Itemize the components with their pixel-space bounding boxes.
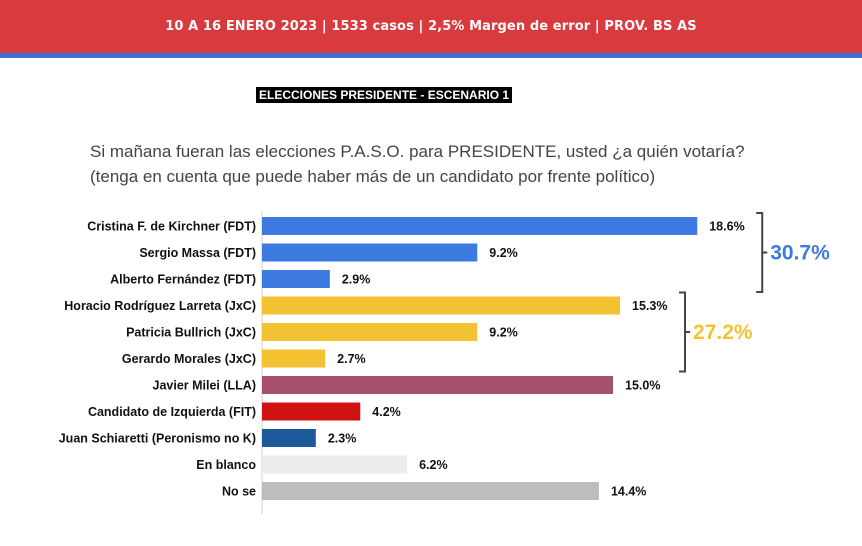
bar (262, 402, 361, 421)
category-label: Horacio Rodríguez Larreta (JxC) (64, 299, 256, 313)
value-label: 9.2% (489, 326, 518, 340)
category-label: No se (222, 485, 256, 499)
bar (262, 455, 408, 474)
value-label: 15.3% (632, 299, 667, 313)
bar (262, 270, 330, 288)
survey-info: 10 A 16 ENERO 2023 | 1533 casos | 2,5% M… (165, 19, 697, 34)
question-line-2: (tenga en cuenta que puede haber más de … (90, 167, 656, 186)
category-label: Cristina F. de Kirchner (FDT) (87, 220, 256, 234)
category-label: Patricia Bullrich (JxC) (126, 326, 256, 340)
value-label: 6.2% (419, 458, 448, 472)
value-label: 2.9% (342, 273, 371, 287)
value-label: 14.4% (611, 485, 646, 499)
category-label: Juan Schiaretti (Peronismo no K) (59, 432, 256, 446)
bar (262, 217, 698, 235)
category-label: En blanco (196, 458, 256, 472)
bar (262, 296, 621, 315)
bar (262, 349, 326, 368)
category-label: Gerardo Morales (JxC) (122, 352, 256, 366)
scenario-title: ELECCIONES PRESIDENTE - ESCENARIO 1 (256, 87, 513, 103)
category-label: Javier Milei (LLA) (153, 379, 257, 393)
bar (262, 323, 478, 341)
value-label: 2.7% (337, 352, 366, 366)
value-label: 15.0% (625, 379, 660, 393)
category-label: Candidato de Izquierda (FIT) (88, 405, 256, 419)
group-bracket (756, 212, 768, 293)
bar (262, 482, 599, 500)
value-label: 4.2% (372, 405, 401, 419)
value-label: 18.6% (709, 220, 744, 234)
value-label: 2.3% (328, 432, 357, 446)
group-bracket (679, 291, 691, 373)
bar (262, 376, 613, 394)
top-banner: 10 A 16 ENERO 2023 | 1533 casos | 2,5% M… (0, 0, 862, 58)
category-label: Alberto Fernández (FDT) (110, 273, 256, 287)
question-text: Si mañana fueran las elecciones P.A.S.O.… (90, 139, 830, 189)
question-line-1: Si mañana fueran las elecciones P.A.S.O.… (90, 142, 745, 161)
bar (262, 429, 316, 447)
bar (262, 243, 478, 262)
group-total-label: 30.7% (770, 242, 830, 265)
category-label: Sergio Massa (FDT) (139, 246, 256, 260)
group-total-label: 27.2% (693, 321, 753, 344)
value-label: 9.2% (489, 246, 518, 260)
